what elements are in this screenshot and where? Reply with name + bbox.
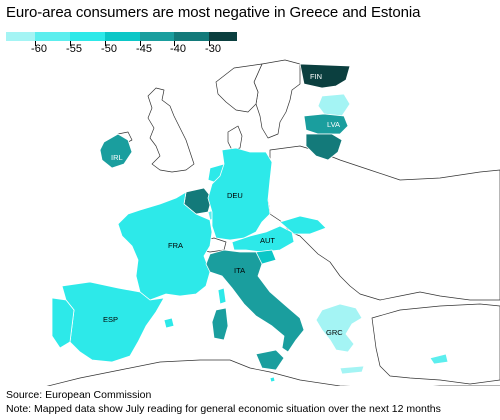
- legend-label: -40: [170, 43, 186, 55]
- legend-label: -30: [205, 43, 221, 55]
- legend-label: -55: [66, 43, 82, 55]
- country-latvia: [303, 113, 349, 135]
- country-estonia: [317, 93, 351, 117]
- country-germany: [207, 147, 273, 241]
- legend-tick: [35, 41, 36, 46]
- country-greece: [315, 303, 363, 353]
- legend-tick: [174, 41, 175, 46]
- label-grc: GRC: [326, 328, 343, 337]
- scandinavia-shape: [253, 59, 301, 139]
- country-sardinia: [211, 307, 229, 341]
- legend-swatch-4: [105, 32, 140, 41]
- legend-swatch-7: [209, 32, 237, 41]
- legend-tick: [70, 41, 71, 46]
- great-britain-shape: [147, 87, 195, 173]
- label-esp: ESP: [103, 315, 118, 324]
- legend-tick: [209, 41, 210, 46]
- chart-title: Euro-area consumers are most negative in…: [6, 4, 421, 21]
- label-ita: ITA: [234, 266, 245, 275]
- norway-coast: [215, 63, 263, 113]
- label-aut: AUT: [260, 236, 275, 245]
- country-portugal: [51, 297, 75, 349]
- country-ireland: [99, 133, 133, 169]
- country-cyprus: [429, 353, 449, 365]
- country-crete: [339, 365, 365, 375]
- legend-label: -50: [101, 43, 117, 55]
- country-malta: [269, 376, 276, 383]
- country-france: [117, 191, 213, 301]
- country-balearic: [163, 317, 175, 329]
- label-irl: IRL: [111, 153, 123, 162]
- legend-swatch-1: [6, 32, 35, 41]
- label-lva: LVA: [327, 120, 340, 129]
- country-austria: [231, 225, 295, 253]
- euro-countries: [51, 63, 449, 383]
- country-slovakia: [279, 215, 327, 235]
- label-deu: DEU: [227, 191, 243, 200]
- country-sicily: [255, 349, 285, 371]
- source-note: Source: European Commission: [6, 389, 152, 401]
- legend-tick: [105, 41, 106, 46]
- label-fra: FRA: [168, 241, 183, 250]
- country-corsica: [217, 287, 227, 305]
- legend-swatch-2: [35, 32, 70, 41]
- north-africa-shape: [46, 359, 500, 386]
- country-labels: FIN LVA IRL DEU FRA AUT ITA ESP GRC: [103, 72, 343, 337]
- legend-label: -45: [136, 43, 152, 55]
- country-finland: [299, 63, 351, 89]
- europe-map: FIN LVA IRL DEU FRA AUT ITA ESP GRC: [46, 59, 500, 386]
- country-italy: [205, 249, 305, 353]
- label-fin: FIN: [310, 72, 322, 81]
- country-lithuania: [305, 133, 343, 161]
- eastern-europe-shape: [267, 145, 500, 301]
- footnote: Note: Mapped data show July reading for …: [6, 403, 441, 415]
- denmark-shape: [227, 125, 243, 151]
- legend-label: -60: [31, 43, 47, 55]
- legend-tick: [140, 41, 141, 46]
- legend-swatch-5: [140, 32, 174, 41]
- turkey-shape: [371, 303, 500, 385]
- legend-swatch-6: [174, 32, 209, 41]
- legend-swatch-3: [70, 32, 105, 41]
